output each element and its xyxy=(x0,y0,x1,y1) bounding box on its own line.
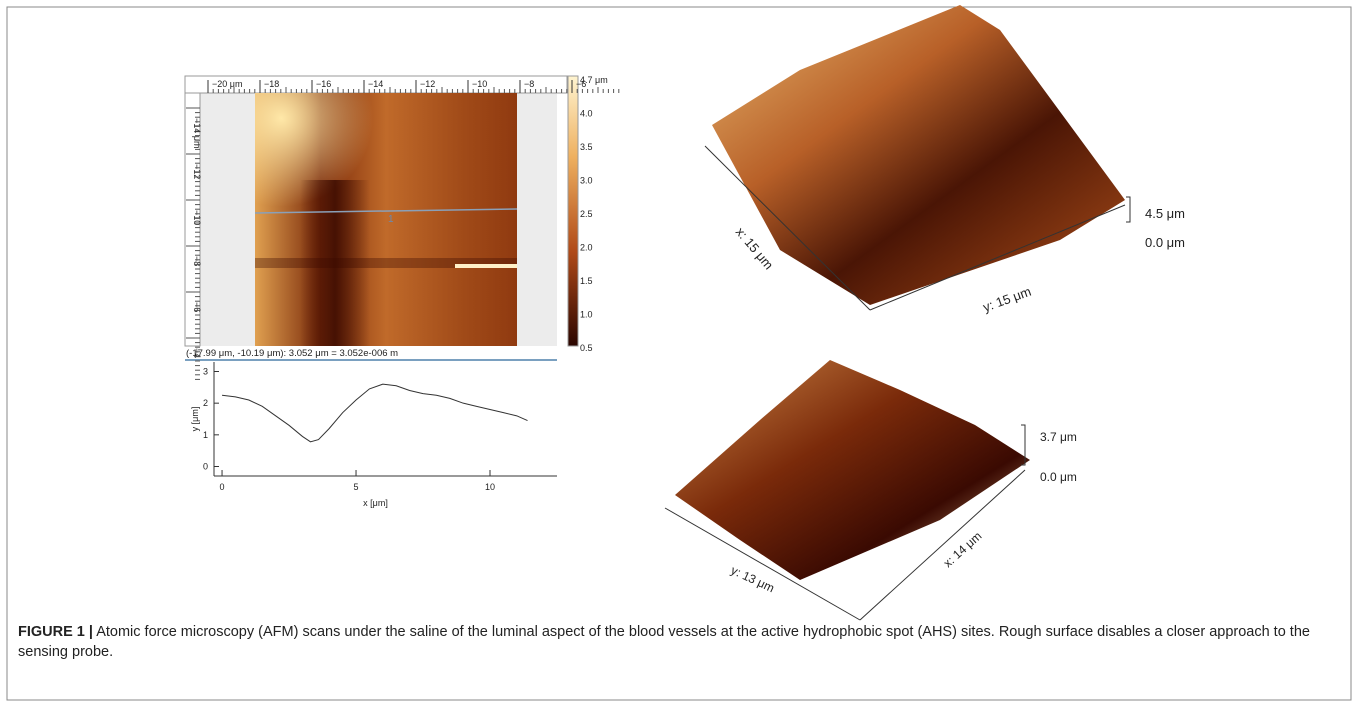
z-top: 3.7 μm xyxy=(1040,430,1077,444)
x-tick-label: 5 xyxy=(354,482,359,492)
colorbar-label: 4.0 xyxy=(580,109,593,119)
ruler-label: −10 xyxy=(472,79,487,89)
x-tick-label: 10 xyxy=(485,482,495,492)
axis-label: x: 15 μm xyxy=(733,224,777,272)
caption-text: Atomic force microscopy (AFM) scans unde… xyxy=(18,624,1310,660)
axis-label: y: 15 μm xyxy=(981,284,1033,315)
ruler-label: −18 xyxy=(264,79,279,89)
ruler-label: −14 xyxy=(368,79,383,89)
colorbar-label: 2.0 xyxy=(580,243,593,253)
colorbar-label: 4.7 μm xyxy=(580,75,608,85)
render-bottom xyxy=(665,360,1030,620)
y-tick-label: 2 xyxy=(203,398,208,408)
ruler-label: −16 xyxy=(316,79,331,89)
ruler-label: −14 μm xyxy=(192,118,202,148)
z-bottom: 0.0 μm xyxy=(1040,470,1077,484)
y-axis-label: y [μm] xyxy=(190,407,200,432)
y-tick-label: 3 xyxy=(203,367,208,377)
colorbar xyxy=(568,76,578,346)
caption: FIGURE 1 | Atomic force microscopy (AFM)… xyxy=(18,622,1338,662)
colorbar-label: 3.0 xyxy=(580,176,593,186)
colorbar-label: 1.5 xyxy=(580,276,593,286)
ruler-label: −12 xyxy=(420,79,435,89)
y-tick-label: 1 xyxy=(203,430,208,440)
figure-art: 4.5 μm 0.0 μm x: 15 μm y: 15 μm 3.7 μm 0… xyxy=(0,0,1358,708)
colorbar-label: 0.5 xyxy=(580,343,593,353)
colorbar-label: 3.5 xyxy=(580,142,593,152)
line-marker: 1 xyxy=(388,214,394,225)
readout: (-17.99 μm, -10.19 μm): 3.052 μm = 3.052… xyxy=(186,348,398,359)
profile-panel xyxy=(185,362,557,514)
y-tick-label: 0 xyxy=(203,462,208,472)
z-bottom: 0.0 μm xyxy=(1145,235,1185,250)
ruler-label: −8 xyxy=(524,79,534,89)
height-map xyxy=(255,93,517,346)
colorbar-label: 2.5 xyxy=(580,209,593,219)
ruler-label: −20 μm xyxy=(212,79,242,89)
z-top: 4.5 μm xyxy=(1145,206,1185,221)
x-tick-label: 0 xyxy=(220,482,225,492)
x-axis-label: x [μm] xyxy=(363,498,388,508)
caption-label: FIGURE 1 | xyxy=(18,624,93,640)
colorbar-label: 1.0 xyxy=(580,310,593,320)
axis-label: x: 14 μm xyxy=(941,529,985,570)
figure: 4.5 μm 0.0 μm x: 15 μm y: 15 μm 3.7 μm 0… xyxy=(0,0,1358,708)
